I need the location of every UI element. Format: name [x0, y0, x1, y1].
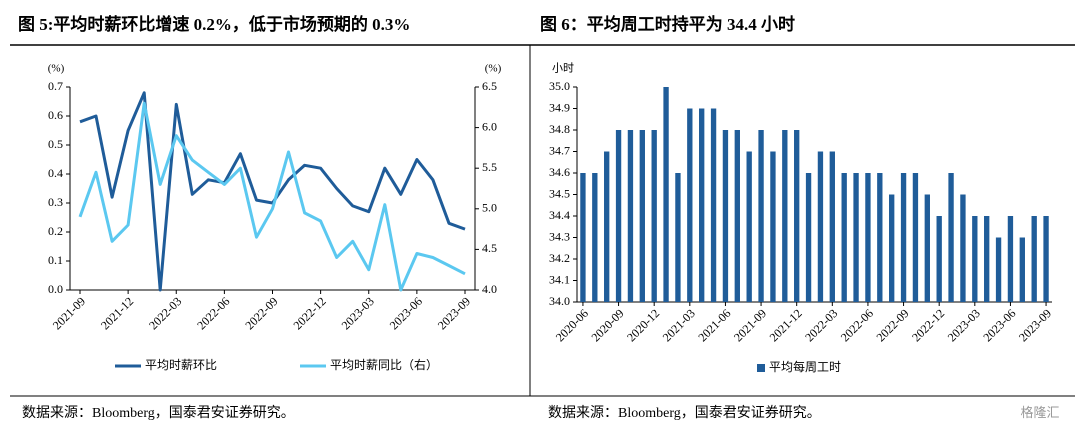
y2-tick-label: 5.0 [482, 201, 497, 215]
line [78, 101, 466, 292]
bar [877, 173, 883, 302]
source: 数据来源：Bloomberg，国泰君安证券研究。 [22, 405, 295, 421]
y-tick-label: 0.5 [48, 137, 63, 151]
bar [960, 194, 966, 302]
bar [948, 173, 954, 302]
y2-tick-label: 4.0 [482, 282, 497, 296]
bar [722, 130, 729, 302]
bar [984, 216, 990, 302]
bar [829, 151, 835, 302]
y-unit: (%) [48, 63, 65, 75]
bar [615, 130, 622, 302]
bar [770, 151, 776, 302]
y-tick-label: 34.8 [549, 122, 570, 136]
y-tick-label: 34.9 [549, 100, 570, 114]
legend-swatch [757, 364, 765, 372]
bar [699, 108, 705, 302]
bar [604, 151, 610, 302]
bar [936, 216, 942, 302]
bar [805, 173, 812, 302]
bar [651, 130, 657, 302]
legend-label: 平均时薪环比 [145, 358, 217, 372]
y-tick-label: 0.7 [48, 79, 63, 93]
y-tick-label: 34.0 [549, 294, 570, 308]
bar [1043, 216, 1049, 302]
bar [663, 87, 669, 302]
y2-tick-label: 6.5 [482, 79, 497, 93]
y2-unit: (%) [485, 63, 502, 75]
y-tick-label: 34.5 [549, 186, 570, 200]
bar [687, 108, 693, 302]
bar [995, 237, 1002, 302]
bar [782, 130, 788, 302]
y-tick-label: 34.7 [549, 143, 570, 157]
bar [1007, 216, 1014, 302]
y-tick-label: 35.0 [549, 79, 570, 93]
bar [734, 130, 740, 302]
bar [580, 173, 586, 302]
y-tick-label: 34.6 [549, 165, 570, 179]
y2-tick-label: 6.0 [482, 119, 497, 133]
watermark: 格隆汇 [1020, 405, 1059, 420]
bar [710, 108, 717, 302]
bar [841, 173, 847, 302]
bar [627, 130, 634, 302]
bar [746, 151, 752, 302]
chart-title: 图 6：平均周工时持平为 34.4 小时 [540, 14, 795, 34]
legend-label: 平均时薪同比（右） [330, 357, 438, 372]
bar [675, 173, 681, 302]
y2-tick-label: 4.5 [482, 241, 497, 255]
y-tick-label: 0.6 [48, 108, 63, 122]
bar [592, 173, 598, 302]
bar [900, 173, 907, 302]
bar [912, 173, 919, 302]
legend-label: 平均每周工时 [769, 359, 841, 374]
y-tick-label: 0.3 [48, 195, 63, 209]
y-unit: 小时 [552, 62, 574, 75]
y2-tick-label: 5.5 [482, 160, 497, 174]
chart-title: 图 5:平均时薪环比增速 0.2%，低于市场预期的 0.3% [18, 14, 410, 34]
bar [924, 194, 930, 302]
source: 数据来源：Bloomberg，国泰君安证券研究。 [548, 405, 821, 421]
y-tick-label: 34.2 [549, 251, 570, 265]
bar [794, 130, 800, 302]
bar [853, 173, 859, 302]
y-tick-label: 34.4 [549, 208, 570, 222]
y-tick-label: 0.0 [48, 282, 63, 296]
bar [758, 130, 764, 302]
y-tick-label: 0.1 [48, 253, 63, 267]
y-tick-label: 34.1 [549, 272, 570, 286]
bar [1019, 237, 1025, 302]
y-tick-label: 0.2 [48, 224, 63, 238]
bar [639, 130, 645, 302]
line [79, 91, 466, 292]
bar [817, 151, 824, 302]
bar [1031, 216, 1037, 302]
bar [889, 194, 895, 302]
y-tick-label: 0.4 [48, 166, 63, 180]
y-tick-label: 34.3 [549, 229, 570, 243]
bar [865, 173, 871, 302]
bar [972, 216, 978, 302]
